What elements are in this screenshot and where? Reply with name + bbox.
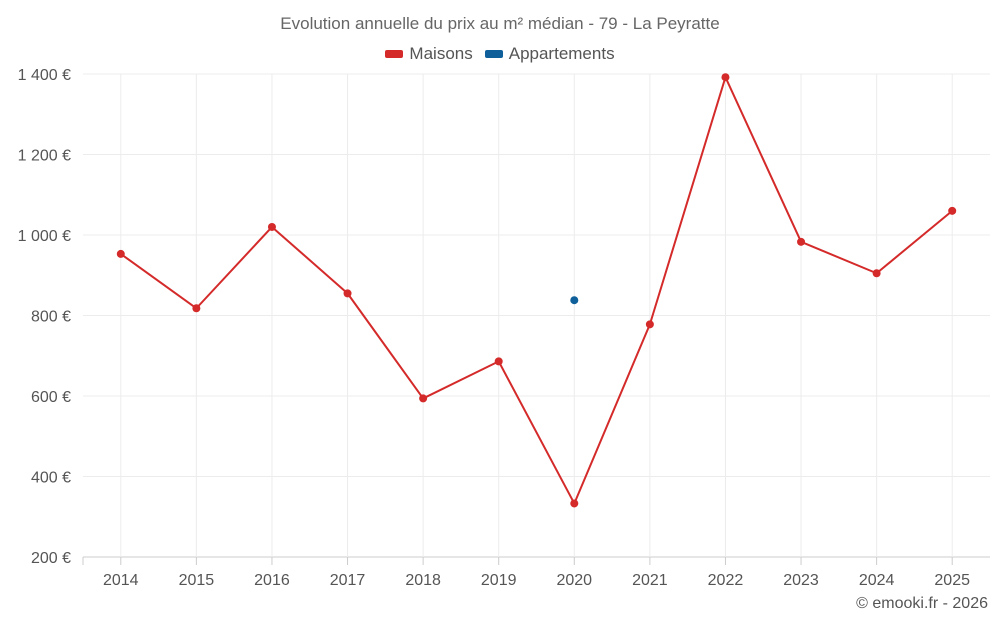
x-tick-label: 2022 (708, 572, 744, 589)
x-tick-label: 2021 (632, 572, 668, 589)
x-tick-label: 2024 (859, 572, 895, 589)
legend-item-maisons[interactable]: Maisons (385, 44, 473, 64)
x-tick-label: 2023 (783, 572, 819, 589)
x-tick-label: 2015 (179, 572, 215, 589)
data-point-maisons (192, 304, 201, 313)
data-point-maisons (116, 249, 125, 258)
y-tick-label: 1 400 € (18, 67, 71, 84)
series-line-maisons (120, 76, 953, 505)
x-tick-label: 2018 (405, 572, 441, 589)
credit-text: © emooki.fr - 2026 (856, 595, 988, 612)
data-point-maisons (570, 499, 579, 508)
x-tick-label: 2014 (103, 572, 139, 589)
legend-swatch-maisons (385, 50, 404, 58)
data-point-maisons (267, 222, 276, 231)
y-tick-label: 1 200 € (18, 148, 71, 165)
x-tick-label: 2017 (330, 572, 366, 589)
x-tick-label: 2016 (254, 572, 290, 589)
data-point-maisons (797, 237, 806, 246)
y-tick-label: 200 € (31, 550, 71, 567)
data-point-maisons (872, 269, 881, 278)
data-point-maisons (721, 73, 730, 82)
chart-title: Evolution annuelle du prix au m² médian … (280, 14, 720, 33)
legend-item-appartements[interactable]: Appartements (484, 44, 615, 64)
y-tick-label: 600 € (31, 389, 71, 406)
x-tick-label: 2019 (481, 572, 517, 589)
data-point-maisons (645, 320, 654, 329)
data-point-maisons (494, 357, 503, 366)
y-tick-label: 400 € (31, 470, 71, 487)
x-tick-label: 2025 (934, 572, 970, 589)
legend-label-maisons: Maisons (409, 44, 473, 63)
legend-swatch-appartements (484, 50, 503, 58)
y-tick-label: 1 000 € (18, 228, 71, 245)
data-point-maisons (948, 206, 957, 215)
data-point-appartements (570, 296, 579, 305)
legend: Maisons Appartements (0, 44, 1000, 64)
x-tick-label: 2020 (556, 572, 592, 589)
data-point-maisons (343, 289, 352, 298)
y-tick-label: 800 € (31, 309, 71, 326)
legend-label-appartements: Appartements (508, 44, 615, 63)
data-point-maisons (419, 394, 428, 403)
